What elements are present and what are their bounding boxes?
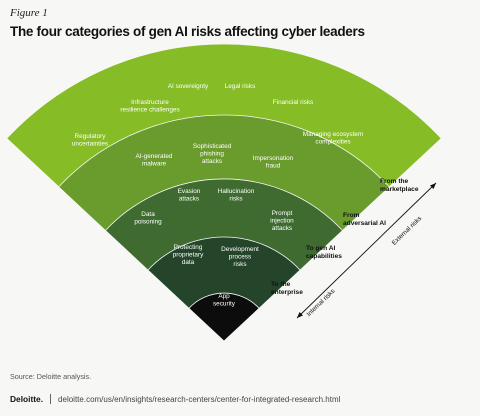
footer-url[interactable]: deloitte.com/us/en/insights/research-cen… xyxy=(58,394,341,404)
footer: Deloitte. deloitte.com/us/en/insights/re… xyxy=(10,394,340,404)
risk-item-marketplace-2: AI sovereignty xyxy=(168,83,209,90)
risk-item-gen-ai-2: Hallucination risks xyxy=(218,188,255,203)
footer-divider xyxy=(50,394,52,404)
risk-item-marketplace-4: Financial risks xyxy=(273,99,314,106)
risk-item-adversarial-2: Impersonation fraud xyxy=(253,155,294,170)
internal-risks-label: Internal risks xyxy=(305,288,336,318)
figure-label: Figure 1 xyxy=(10,7,48,19)
edge-label-enterprise-outer: To the enterprise xyxy=(271,281,303,296)
risk-item-adversarial-1: Sophisticated phishing attacks xyxy=(193,143,232,165)
band-enterprise-outer xyxy=(147,236,301,342)
risk-item-core-0: App security xyxy=(213,293,236,308)
edge-labels-layer: From the marketplace From adversarial AI To … xyxy=(271,178,419,296)
deloitte-logo: Deloitte. xyxy=(10,394,44,404)
page-title: The four categories of gen AI risks affe… xyxy=(10,24,365,39)
arrowhead-top-icon xyxy=(430,183,436,189)
edge-label-gen-ai: To gen AI capabilities xyxy=(306,245,342,260)
bands-layer xyxy=(6,43,442,342)
source-note: Source: Deloitte analysis. xyxy=(10,372,92,381)
labels-layer: Regulatory uncertainties Infrastructure res… xyxy=(72,83,363,308)
risk-item-marketplace-0: Regulatory uncertainties xyxy=(72,133,108,148)
risk-item-gen-ai-1: Evasion attacks xyxy=(178,188,201,203)
external-risks-label: External risks xyxy=(391,215,423,247)
band-core xyxy=(188,292,260,342)
edge-label-marketplace: From the marketplace xyxy=(380,178,419,193)
risk-item-marketplace-5: Managing ecosystem complexities xyxy=(303,131,363,146)
risk-item-marketplace-3: Legal risks xyxy=(225,83,256,90)
arrowhead-bottom-icon xyxy=(297,312,303,318)
edge-label-adversarial: From adversarial AI xyxy=(343,212,386,227)
risk-item-adversarial-0: AI-generated malware xyxy=(136,153,173,168)
risk-item-enterprise-outer-1: Development process risks xyxy=(221,246,259,268)
risk-item-enterprise-outer-0: Protecting proprietary data xyxy=(173,244,204,266)
risk-item-gen-ai-3: Prompt injection attacks xyxy=(270,210,294,232)
risk-item-marketplace-1: Infrastructure resilience challenges xyxy=(120,99,179,114)
risk-item-gen-ai-0: Data poisoning xyxy=(134,211,162,226)
risk-axis-line xyxy=(296,182,437,319)
